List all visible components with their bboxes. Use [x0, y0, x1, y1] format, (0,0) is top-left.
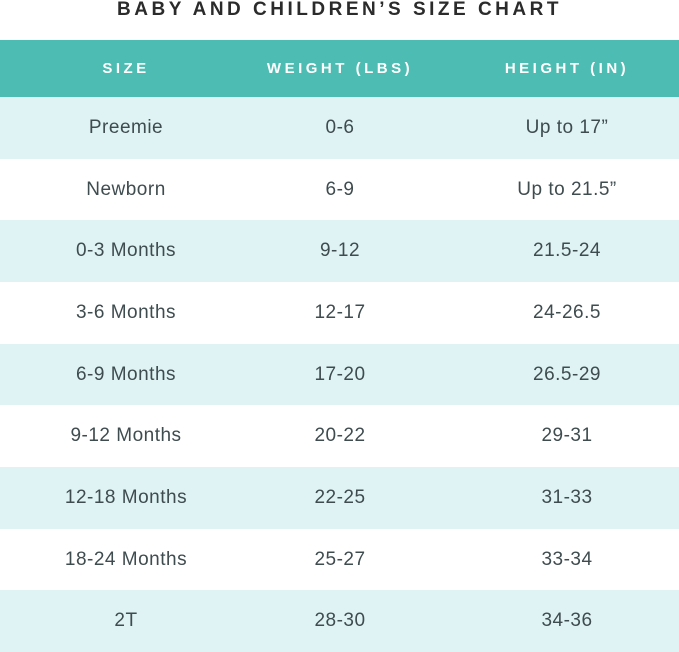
height-cell: 29-31: [541, 425, 593, 447]
table-header-row: SIZE WEIGHT (LBS) HEIGHT (IN): [0, 40, 679, 97]
height-cell: Up to 21.5”: [517, 178, 617, 200]
table-row: 3-6 Months 12-17 24-26.5: [0, 282, 679, 344]
table-row: 18-24 Months 25-27 33-34: [0, 528, 679, 591]
height-cell: 31-33: [541, 486, 593, 508]
weight-cell: 22-25: [314, 486, 366, 508]
weight-cell: 25-27: [314, 548, 366, 570]
weight-column-header: WEIGHT (LBS): [266, 60, 414, 77]
height-column-header: HEIGHT (IN): [504, 60, 630, 77]
size-cell: Newborn: [86, 178, 166, 200]
size-cell: 9-12 Months: [70, 425, 182, 447]
table-row: 9-12 Months 20-22 29-31: [0, 405, 679, 468]
weight-cell: 28-30: [314, 610, 366, 632]
height-cell: 33-34: [541, 548, 593, 570]
table-row: 0-3 Months 9-12 21.5-24: [0, 220, 679, 283]
height-cell: 24-26.5: [533, 301, 601, 323]
height-cell: 26.5-29: [533, 363, 601, 385]
table-body: Preemie 0-6 Up to 17” Newborn 6-9 Up to …: [0, 97, 679, 652]
size-cell: 12-18 Months: [64, 486, 188, 508]
table-row: 2T 28-30 34-36: [0, 590, 679, 652]
size-cell: 6-9 Months: [75, 363, 177, 385]
table-row: Preemie 0-6 Up to 17”: [0, 97, 679, 159]
size-cell: 0-3 Months: [75, 240, 177, 262]
weight-cell: 6-9: [325, 178, 355, 200]
title-bar: BABY AND CHILDREN’S SIZE CHART: [0, 0, 679, 40]
weight-cell: 20-22: [314, 425, 366, 447]
height-cell: Up to 17”: [525, 116, 609, 138]
weight-cell: 9-12: [319, 240, 361, 262]
table-row: 6-9 Months 17-20 26.5-29: [0, 343, 679, 406]
height-cell: 34-36: [541, 610, 593, 632]
table-row: 12-18 Months 22-25 31-33: [0, 467, 679, 529]
page-title: BABY AND CHILDREN’S SIZE CHART: [117, 0, 562, 20]
weight-cell: 17-20: [314, 363, 366, 385]
size-cell: 3-6 Months: [75, 301, 177, 323]
size-column-header: SIZE: [102, 60, 150, 77]
size-cell: Preemie: [88, 116, 164, 138]
weight-cell: 0-6: [325, 116, 355, 138]
table-row: Newborn 6-9 Up to 21.5”: [0, 158, 679, 221]
weight-cell: 12-17: [314, 301, 366, 323]
size-cell: 18-24 Months: [64, 548, 188, 570]
size-cell: 2T: [114, 610, 138, 632]
height-cell: 21.5-24: [533, 240, 601, 262]
